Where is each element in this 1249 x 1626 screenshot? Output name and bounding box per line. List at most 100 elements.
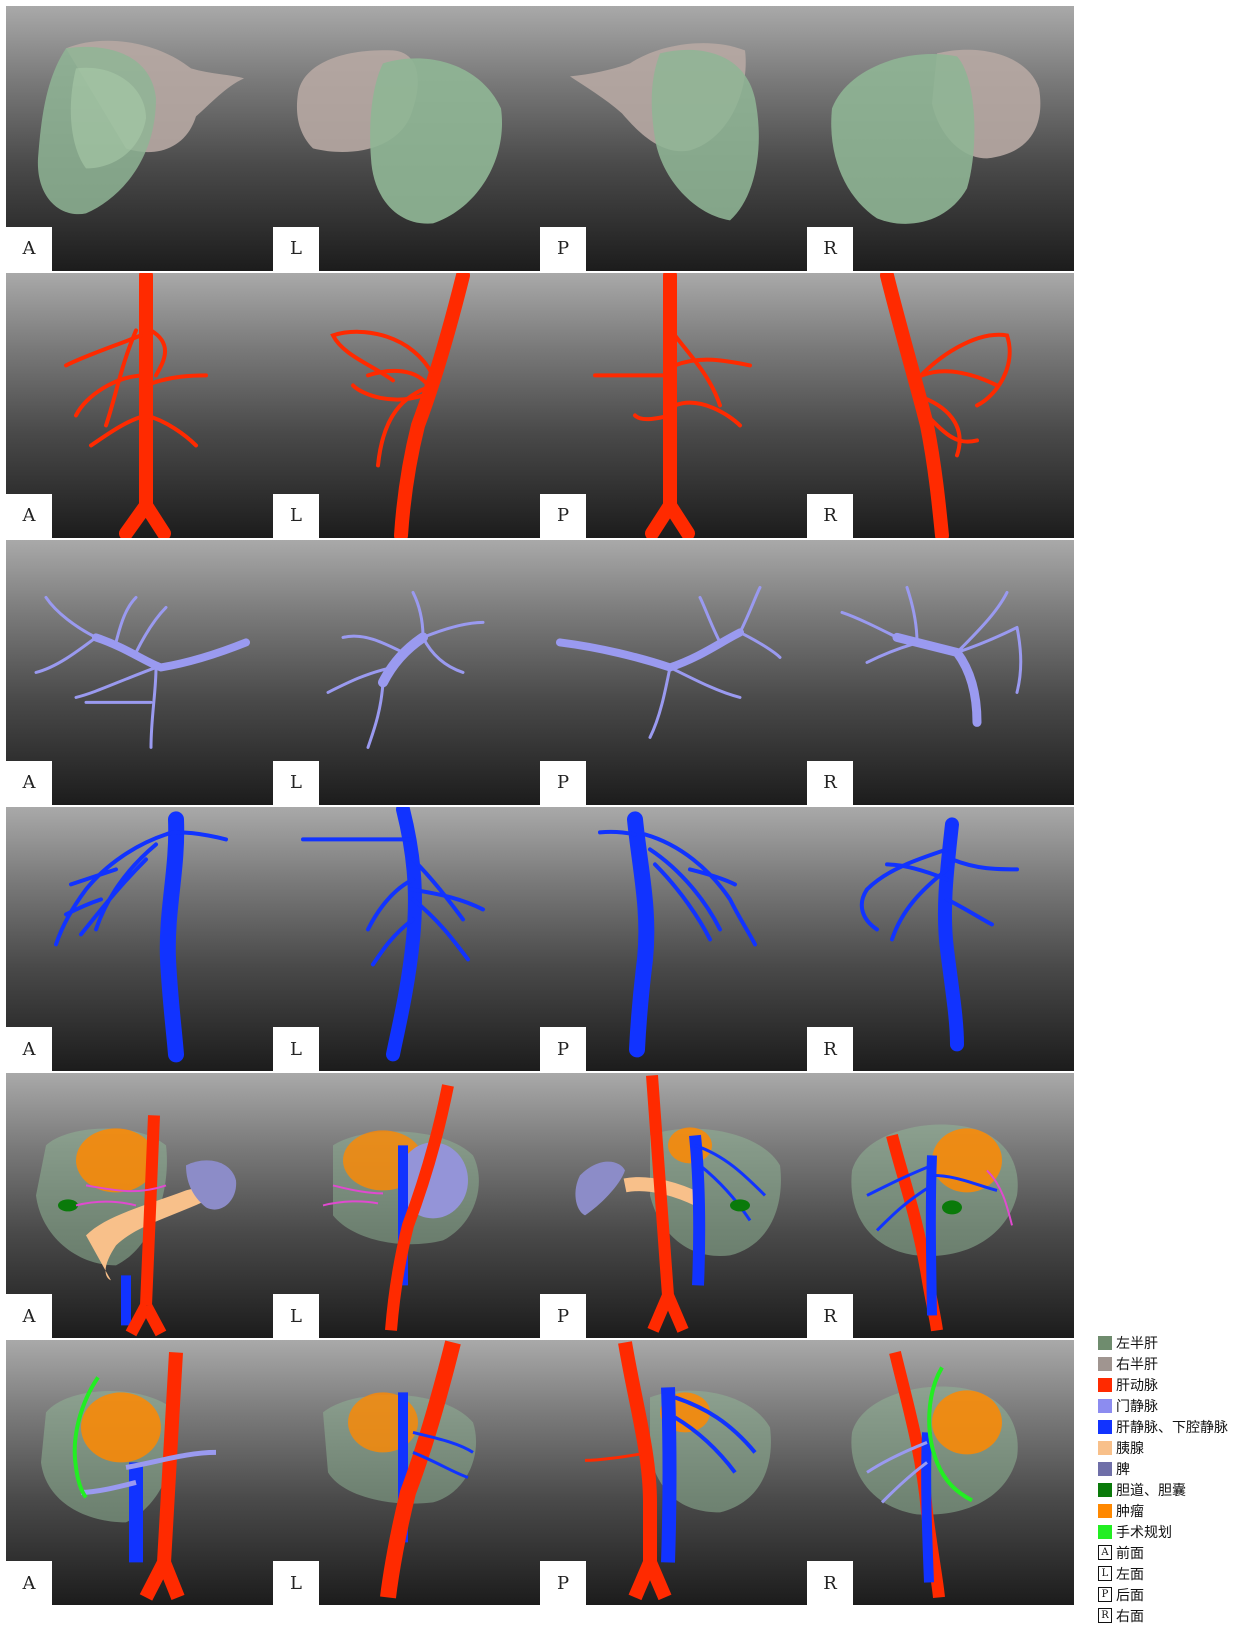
legend-swatch — [1098, 1524, 1112, 1539]
legend-label: 脾 — [1116, 1461, 1130, 1478]
artery-view-P: P — [540, 272, 807, 538]
legend-item: 脾 — [1098, 1458, 1248, 1479]
legend-item: 右半肝 — [1098, 1353, 1248, 1374]
view-label: L — [273, 226, 319, 271]
view-label: L — [273, 1027, 319, 1072]
legend-swatch — [1098, 1335, 1112, 1350]
legend-item: 胰腺 — [1098, 1437, 1248, 1458]
legend-label: 肝动脉 — [1116, 1377, 1158, 1394]
liver-render — [570, 43, 759, 221]
view-label: A — [6, 1294, 52, 1339]
artery-view-L: L — [273, 272, 540, 538]
legend: 左半肝右半肝肝动脉门静脉肝静脉、下腔静脉 胰腺脾胆道、胆囊肿瘤手术规划 A 前面 L 左面… — [1098, 1332, 1248, 1626]
view-label: A — [6, 1027, 52, 1072]
legend-item: 手术规划 — [1098, 1521, 1248, 1542]
view-label: P — [540, 226, 586, 271]
liver-view-P: P — [540, 6, 807, 271]
artery-view-R: R — [807, 272, 1074, 538]
legend-view-label: 前面 — [1116, 1545, 1144, 1562]
artery-view-A: A — [6, 272, 273, 538]
composite-view-R: R — [807, 1073, 1074, 1339]
portal-vein-render — [326, 590, 485, 749]
view-label: P — [540, 1561, 586, 1605]
composite-view-P: P — [540, 1073, 807, 1339]
legend-item: 门静脉 — [1098, 1395, 1248, 1416]
liver-view-L: L — [273, 6, 540, 271]
artery-render — [64, 272, 208, 538]
liver-view-A: A — [6, 6, 273, 271]
legend-swatch — [1098, 1377, 1112, 1392]
portal-vein-render — [34, 595, 250, 749]
portal-vein-render — [840, 585, 1023, 727]
legend-view-item: R 右面 — [1098, 1605, 1248, 1626]
portal-vein-view-P: P — [540, 539, 807, 805]
view-label: A — [6, 1561, 52, 1605]
hepatic-vein-render — [54, 810, 228, 1062]
liver-view-R: R — [807, 6, 1074, 271]
legend-item: 胆道、胆囊 — [1098, 1479, 1248, 1500]
legend-label: 右半肝 — [1116, 1356, 1158, 1373]
view-label: A — [6, 493, 52, 538]
legend-view-label: 左面 — [1116, 1566, 1144, 1583]
composite-render — [322, 1084, 479, 1332]
portal-vein-view-A: A — [6, 539, 273, 805]
legend-swatch — [1098, 1482, 1112, 1497]
hepatic-vein-view-A: A — [6, 806, 273, 1072]
legend-label: 手术规划 — [1116, 1524, 1172, 1541]
legend-swatch — [1098, 1440, 1112, 1455]
legend-view-item: L 左面 — [1098, 1563, 1248, 1584]
legend-item: 肝静脉、下腔静脉 — [1098, 1416, 1248, 1437]
hepatic-vein-view-P: P — [540, 806, 807, 1072]
legend-label: 肝静脉、下腔静脉 — [1116, 1419, 1228, 1436]
legend-swatch — [1098, 1419, 1112, 1434]
hepatic-vein-render — [301, 806, 485, 1061]
legend-swatch — [1098, 1398, 1112, 1413]
legend-label: 肿瘤 — [1116, 1503, 1144, 1520]
view-label: P — [540, 1294, 586, 1339]
view-label: L — [273, 1294, 319, 1339]
plan-view-R: R — [807, 1340, 1074, 1605]
view-label: P — [540, 760, 586, 805]
legend-item: 肿瘤 — [1098, 1500, 1248, 1521]
liver-render — [296, 50, 503, 224]
view-label: A — [6, 760, 52, 805]
legend-view-item: A 前面 — [1098, 1542, 1248, 1563]
composite-render — [851, 1124, 1018, 1332]
hepatic-vein-render — [598, 810, 757, 1057]
composite-view-A: A — [6, 1073, 273, 1339]
view-label: A — [6, 226, 52, 271]
legend-swatch — [1098, 1461, 1112, 1476]
legend-label: 门静脉 — [1116, 1398, 1158, 1415]
view-label: R — [807, 493, 853, 538]
view-label: L — [273, 760, 319, 805]
composite-render — [36, 1115, 237, 1337]
legend-view-letter: P — [1098, 1587, 1112, 1602]
composite-render — [575, 1075, 781, 1334]
view-label: P — [540, 1027, 586, 1072]
legend-view-item: P 后面 — [1098, 1584, 1248, 1605]
view-label: R — [807, 1294, 853, 1339]
portal-vein-view-L: L — [273, 539, 540, 805]
liver-render — [37, 40, 244, 215]
hepatic-vein-view-R: R — [807, 806, 1074, 1072]
view-label: L — [273, 493, 319, 538]
portal-vein-view-R: R — [807, 539, 1074, 805]
hepatic-vein-view-L: L — [273, 806, 540, 1072]
legend-label: 胰腺 — [1116, 1440, 1144, 1457]
render-grid: A L P R A — [6, 6, 1074, 1605]
plan-view-L: L — [273, 1340, 540, 1605]
artery-render — [593, 272, 752, 538]
liver-render — [831, 49, 1041, 224]
plan-render — [584, 1341, 771, 1601]
plan-view-P: P — [540, 1340, 807, 1605]
plan-render — [41, 1352, 217, 1601]
view-label: R — [807, 1561, 853, 1605]
legend-label: 左半肝 — [1116, 1335, 1158, 1352]
composite-view-L: L — [273, 1073, 540, 1339]
legend-swatch — [1098, 1503, 1112, 1518]
view-label: L — [273, 1561, 319, 1605]
hepatic-vein-render — [859, 816, 1019, 1051]
legend-label: 胆道、胆囊 — [1116, 1482, 1186, 1499]
view-label: R — [807, 760, 853, 805]
artery-render — [880, 272, 1012, 538]
